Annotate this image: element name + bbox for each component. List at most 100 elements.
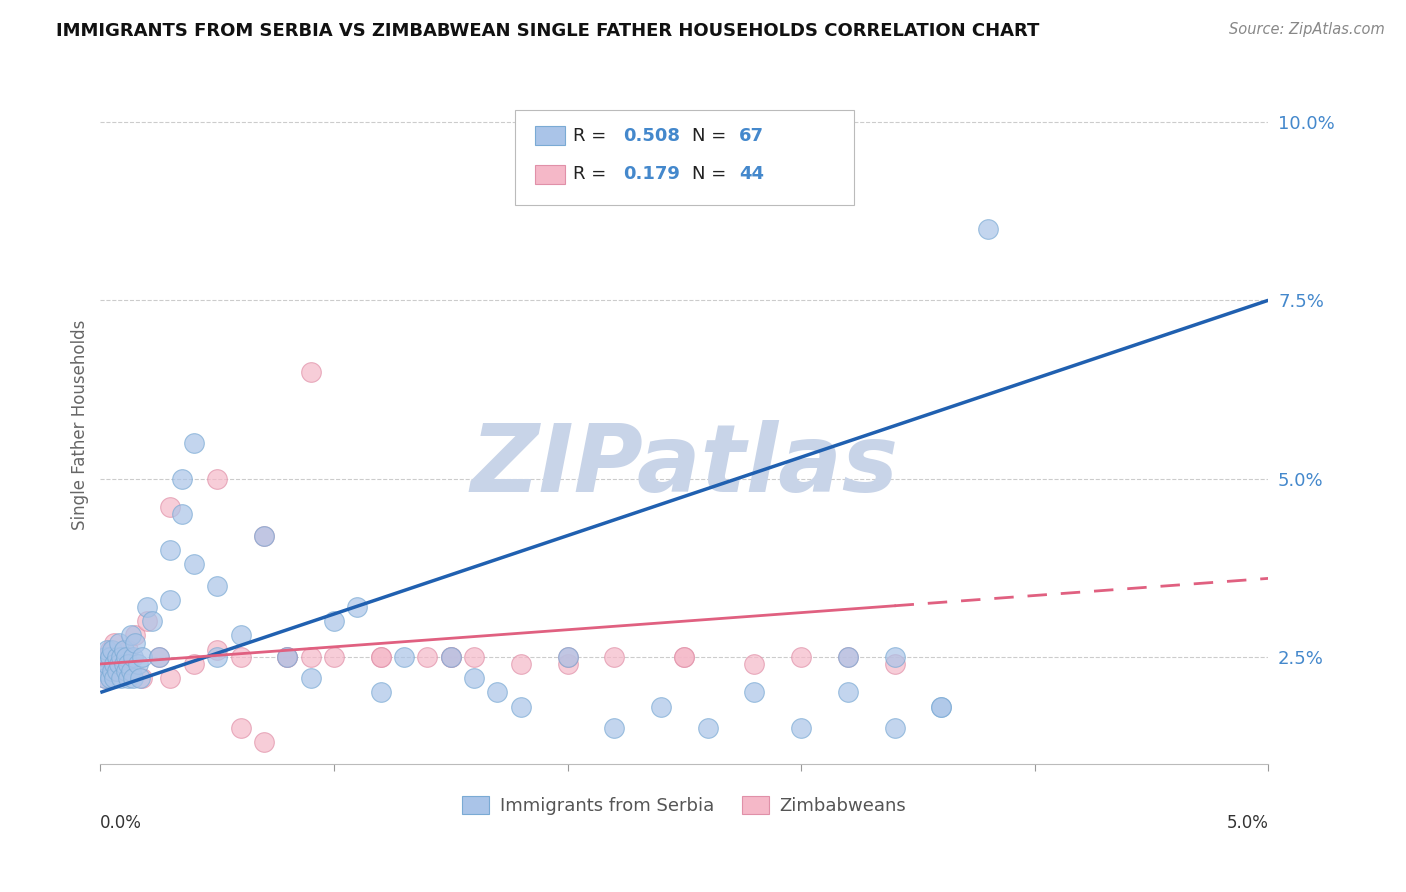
Point: [129, 671, 152, 685]
Y-axis label: Single Father Households: Single Father Households: [72, 320, 89, 530]
Point: [117, 642, 139, 657]
Point: [440, 649, 463, 664]
Point: [108, 635, 131, 649]
Point: [98, 649, 121, 664]
Point: [105, 657, 128, 671]
Point: [790, 649, 813, 664]
Point: [253, 735, 276, 749]
Point: [183, 436, 205, 450]
Point: [440, 649, 463, 664]
Point: [299, 365, 322, 379]
Point: [837, 649, 859, 664]
Point: [229, 628, 252, 642]
Point: [323, 614, 346, 628]
Point: [557, 649, 579, 664]
Point: [136, 599, 159, 614]
Point: [276, 649, 298, 664]
Point: [94, 671, 117, 685]
Point: [101, 649, 124, 664]
Point: [509, 657, 531, 671]
Point: [115, 649, 138, 664]
Text: R =: R =: [574, 127, 613, 145]
Point: [148, 649, 170, 664]
Text: 5.0%: 5.0%: [1226, 814, 1268, 831]
Point: [603, 649, 626, 664]
Point: [112, 642, 135, 657]
Point: [929, 699, 952, 714]
Text: N =: N =: [693, 127, 733, 145]
Point: [229, 649, 252, 664]
Point: [105, 664, 128, 678]
Point: [883, 657, 905, 671]
Point: [112, 649, 135, 664]
Point: [108, 664, 131, 678]
Point: [370, 685, 392, 699]
Point: [370, 649, 392, 664]
Point: [323, 649, 346, 664]
Point: [299, 649, 322, 664]
Point: [124, 635, 146, 649]
Point: [557, 657, 579, 671]
Point: [136, 614, 159, 628]
Point: [392, 649, 415, 664]
Point: [440, 649, 463, 664]
Point: [205, 642, 228, 657]
Point: [183, 557, 205, 571]
Point: [117, 671, 139, 685]
Point: [883, 721, 905, 735]
Point: [172, 507, 194, 521]
Point: [883, 649, 905, 664]
Point: [110, 671, 132, 685]
Point: [673, 649, 696, 664]
Point: [131, 649, 153, 664]
Point: [159, 542, 181, 557]
Text: 0.0%: 0.0%: [100, 814, 142, 831]
Text: N =: N =: [693, 165, 733, 184]
Point: [205, 649, 228, 664]
Point: [127, 657, 149, 671]
Point: [96, 649, 118, 664]
Point: [603, 721, 626, 735]
Text: 0.508: 0.508: [624, 127, 681, 145]
FancyBboxPatch shape: [515, 110, 853, 205]
FancyBboxPatch shape: [534, 127, 565, 145]
Point: [101, 642, 124, 657]
Point: [790, 721, 813, 735]
Point: [103, 635, 125, 649]
Point: [131, 671, 153, 685]
Point: [253, 528, 276, 542]
Legend: Immigrants from Serbia, Zimbabweans: Immigrants from Serbia, Zimbabweans: [456, 789, 914, 822]
Text: 44: 44: [740, 165, 765, 184]
Point: [148, 649, 170, 664]
Point: [463, 649, 485, 664]
Point: [229, 721, 252, 735]
Point: [276, 649, 298, 664]
Point: [141, 614, 163, 628]
Point: [94, 671, 117, 685]
Point: [172, 471, 194, 485]
Point: [159, 592, 181, 607]
Text: R =: R =: [574, 165, 613, 184]
Point: [673, 649, 696, 664]
Point: [276, 649, 298, 664]
Point: [486, 685, 509, 699]
Point: [91, 657, 114, 671]
Text: IMMIGRANTS FROM SERBIA VS ZIMBABWEAN SINGLE FATHER HOUSEHOLDS CORRELATION CHART: IMMIGRANTS FROM SERBIA VS ZIMBABWEAN SIN…: [56, 22, 1039, 40]
Point: [122, 649, 145, 664]
Point: [509, 699, 531, 714]
Point: [744, 657, 766, 671]
Point: [837, 649, 859, 664]
Point: [253, 528, 276, 542]
Point: [98, 671, 121, 685]
Point: [110, 649, 132, 664]
Point: [370, 649, 392, 664]
Point: [346, 599, 368, 614]
Point: [91, 664, 114, 678]
Point: [96, 642, 118, 657]
Point: [205, 578, 228, 592]
Point: [115, 664, 138, 678]
Point: [101, 664, 124, 678]
Point: [124, 628, 146, 642]
Point: [98, 642, 121, 657]
Text: ZIPatlas: ZIPatlas: [470, 420, 898, 512]
